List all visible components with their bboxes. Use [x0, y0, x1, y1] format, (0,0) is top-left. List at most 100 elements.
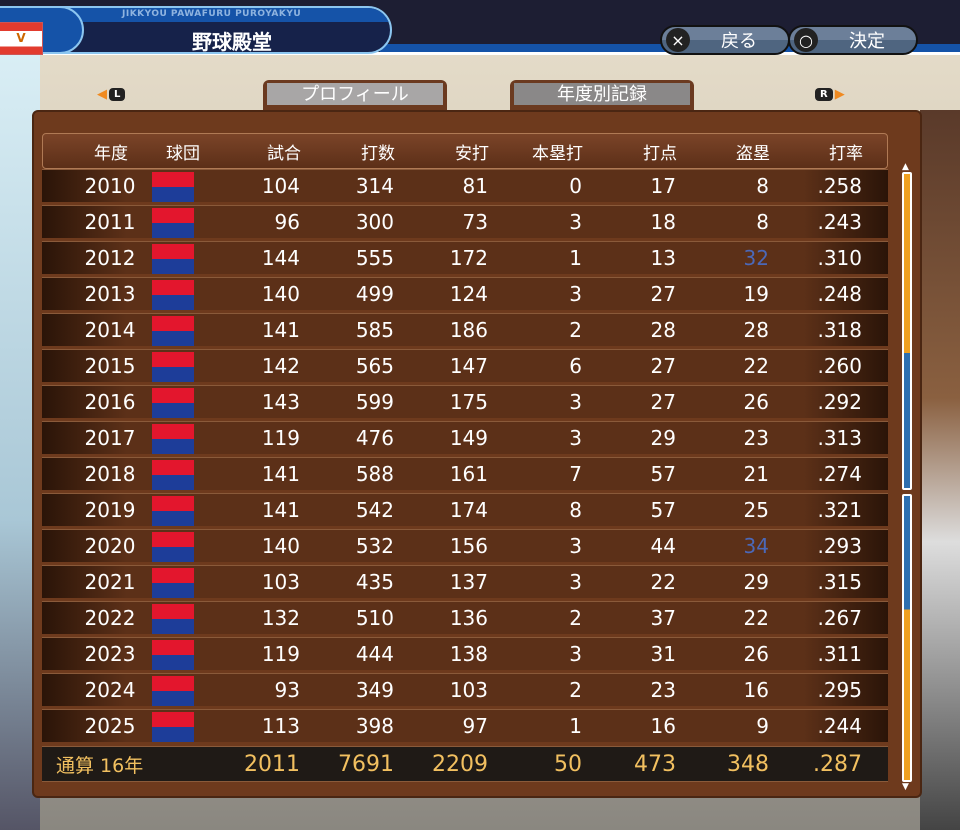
total-cell: .287: [813, 751, 862, 777]
total-cell: 2011: [244, 751, 300, 777]
stat-cell: 175: [449, 390, 488, 414]
dragons-logo-icon: [152, 604, 194, 634]
year-cell: 2021: [84, 570, 136, 594]
table-row[interactable]: 2019 141 542 174 8 57 25 .321: [42, 493, 888, 526]
stat-cell: .318: [817, 318, 862, 342]
stat-cell: 22: [650, 570, 676, 594]
scroll-down-icon[interactable]: ▼: [902, 782, 909, 792]
year-cell: 2025: [84, 714, 136, 738]
stat-cell: 124: [449, 282, 488, 306]
table-row[interactable]: 2015 142 565 147 6 27 22 .260: [42, 349, 888, 382]
total-row: 通算 16年 2011 7691 2209 50 473 348 .287: [42, 746, 888, 782]
stat-cell: 3: [569, 642, 582, 666]
stat-cell: 398: [355, 714, 394, 738]
table-row[interactable]: 2020 140 532 156 3 44 34 .293: [42, 529, 888, 562]
column-header: 安打: [455, 143, 489, 164]
stat-cell: 23: [650, 678, 676, 702]
year-cell: 2014: [84, 318, 136, 342]
stat-cell: 147: [449, 354, 488, 378]
title-band: [0, 8, 390, 22]
stat-cell: .267: [817, 606, 862, 630]
table-row[interactable]: 2018 141 588 161 7 57 21 .274: [42, 457, 888, 490]
table-row[interactable]: 2012 144 555 172 1 13 32 .310: [42, 241, 888, 274]
dragons-logo-icon: [152, 352, 194, 382]
stat-cell: 138: [449, 642, 488, 666]
table-row[interactable]: 2014 141 585 186 2 28 28 .318: [42, 313, 888, 346]
stat-cell: 588: [355, 462, 394, 486]
stat-cell: 174: [449, 498, 488, 522]
column-header: 球団: [166, 143, 200, 164]
stat-cell: 565: [355, 354, 394, 378]
stat-cell: 3: [569, 570, 582, 594]
table-row[interactable]: 2022 132 510 136 2 37 22 .267: [42, 601, 888, 634]
table-row[interactable]: 2013 140 499 124 3 27 19 .248: [42, 277, 888, 310]
back-label: 戻る: [721, 31, 757, 52]
stat-cell: 3: [569, 210, 582, 234]
stat-cell: 29: [650, 426, 676, 450]
stat-cell: 93: [274, 678, 300, 702]
scrollbar[interactable]: ▲ ▼: [902, 162, 912, 792]
dragons-logo-icon: [152, 640, 194, 670]
column-header: 打率: [829, 143, 863, 164]
back-button[interactable]: × 戻る: [660, 25, 790, 55]
stat-cell: 156: [449, 534, 488, 558]
table-row[interactable]: 2021 103 435 137 3 22 29 .315: [42, 565, 888, 598]
stat-cell: 2: [569, 318, 582, 342]
dragons-logo-icon: [152, 712, 194, 742]
stat-cell: 104: [261, 174, 300, 198]
stat-cell: .248: [817, 282, 862, 306]
dragons-logo-icon: [152, 244, 194, 274]
stat-cell: 0: [569, 174, 582, 198]
stat-cell: 144: [261, 246, 300, 270]
table-row[interactable]: 2025 113 398 97 1 16 9 .244: [42, 709, 888, 742]
scroll-up-icon[interactable]: ▲: [902, 162, 909, 172]
dragons-logo-icon: [152, 172, 194, 202]
year-cell: 2011: [84, 210, 136, 234]
stat-cell: .321: [817, 498, 862, 522]
stat-cell: 143: [261, 390, 300, 414]
stat-cell: 37: [650, 606, 676, 630]
stat-cell: 149: [449, 426, 488, 450]
page-title: 野球殿堂: [192, 30, 272, 54]
table-row[interactable]: 2011 96 300 73 3 18 8 .243: [42, 205, 888, 238]
stat-cell: 161: [449, 462, 488, 486]
table-row[interactable]: 2016 143 599 175 3 27 26 .292: [42, 385, 888, 418]
stat-cell: 13: [650, 246, 676, 270]
stat-cell: 8: [756, 210, 769, 234]
stat-cell: .292: [817, 390, 862, 414]
background: [920, 110, 960, 830]
stat-cell: 510: [355, 606, 394, 630]
tab-label: プロフィール: [267, 83, 443, 105]
stat-cell: .258: [817, 174, 862, 198]
scroll-track-upper[interactable]: [902, 172, 912, 490]
table-row[interactable]: 2023 119 444 138 3 31 26 .311: [42, 637, 888, 670]
stat-cell: .293: [817, 534, 862, 558]
prev-tab-hint[interactable]: ◀ L: [97, 87, 126, 102]
column-header: 盗塁: [736, 143, 770, 164]
confirm-button[interactable]: ○ 決定: [788, 25, 918, 55]
stat-cell: 119: [261, 426, 300, 450]
year-cell: 2023: [84, 642, 136, 666]
table-row[interactable]: 2017 119 476 149 3 29 23 .313: [42, 421, 888, 454]
stat-cell: 27: [650, 354, 676, 378]
next-tab-hint[interactable]: R ▶: [815, 87, 845, 102]
year-cell: 2018: [84, 462, 136, 486]
total-cell: 50: [554, 751, 582, 777]
stat-cell: 6: [569, 354, 582, 378]
stat-cell: 17: [650, 174, 676, 198]
records-panel: 年度 球団 試合 打数 安打 本塁打 打点 盗塁 打率 2010 104 314 81 0 17 8.258…: [32, 110, 922, 798]
stat-cell: 444: [355, 642, 394, 666]
scroll-thumb[interactable]: [902, 494, 912, 782]
year-cell: 2024: [84, 678, 136, 702]
stat-cell: .315: [817, 570, 862, 594]
dragons-logo-icon: [152, 424, 194, 454]
stat-cell: 141: [261, 498, 300, 522]
table-row[interactable]: 2024 93 349 103 2 23 16 .295: [42, 673, 888, 706]
stat-cell: 27: [650, 390, 676, 414]
year-cell: 2010: [84, 174, 136, 198]
stat-cell: 57: [650, 498, 676, 522]
year-cell: 2019: [84, 498, 136, 522]
table-row[interactable]: 2010 104 314 81 0 17 8 .258: [42, 169, 888, 202]
column-header: 打数: [361, 143, 395, 164]
game-subtitle: JIKKYOU PAWAFURU PUROYAKYU: [122, 9, 302, 19]
